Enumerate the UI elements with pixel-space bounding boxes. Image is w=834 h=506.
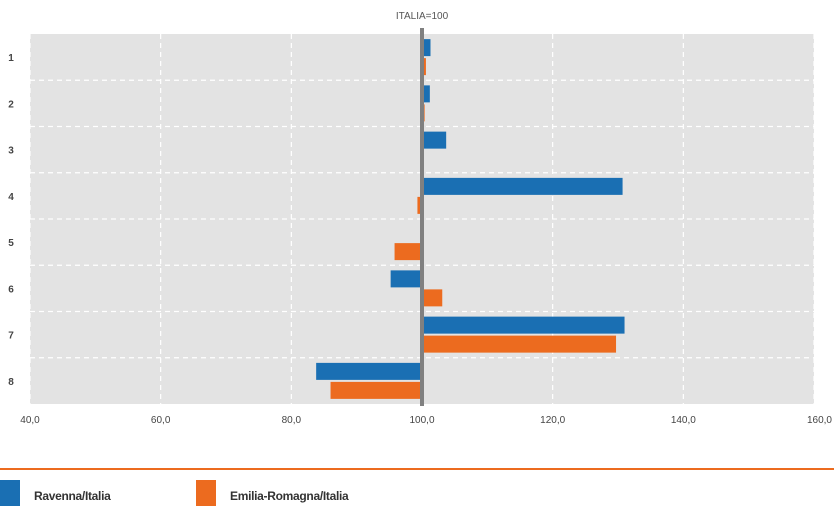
x-tick-label: 140,0 [671,415,696,426]
bar-ravenna-6 [390,270,422,288]
category-label: 6 [8,284,14,295]
bar-ravenna-7 [422,316,625,334]
bar-chart: ITALIA=100 1 2 3 4 5 6 7 8 40,0 60,0 80,0 100,0 120… [8,11,832,426]
category-label: 3 [8,146,14,157]
bar-emilia-romagna-5 [394,243,422,261]
bar-emilia-romagna-7 [422,335,617,353]
category-label: 5 [8,238,14,249]
bar-emilia-romagna-6 [422,289,443,307]
legend-swatch-emilia-romagna [196,480,216,506]
legend-label-ravenna: Ravenna/Italia [34,489,111,503]
x-tick-label: 60,0 [151,415,171,426]
legend-label-emilia-romagna: Emilia-Romagna/Italia [230,489,349,503]
bars [316,39,625,399]
x-tick-label: 100,0 [409,415,434,426]
bar-emilia-romagna-8 [330,381,422,399]
x-tick-label: 80,0 [282,415,302,426]
x-tick-label: 40,0 [20,415,40,426]
category-label: 4 [8,192,14,203]
x-tick-label: 120,0 [540,415,565,426]
bar-emilia-romagna-4 [417,196,422,214]
category-label: 8 [8,377,14,388]
legend: Ravenna/Italia Emilia-Romagna/Italia [0,480,834,506]
category-label: 7 [8,331,14,342]
legend-item-emilia-romagna: Emilia-Romagna/Italia [196,480,349,506]
bar-ravenna-3 [422,131,447,149]
category-label: 2 [8,99,14,110]
legend-divider [0,468,834,470]
legend-swatch-ravenna [0,480,20,506]
bar-ravenna-8 [316,362,422,380]
category-label: 1 [8,53,14,64]
chart-title: ITALIA=100 [396,11,449,22]
bar-ravenna-2 [422,85,430,103]
legend-item-ravenna: Ravenna/Italia [0,480,111,506]
bar-ravenna-4 [422,177,623,195]
bar-ravenna-1 [422,39,431,57]
x-tick-label: 160,0 [807,415,832,426]
category-labels: 1 2 3 4 5 6 7 8 [8,53,14,388]
x-axis-tick-labels: 40,0 60,0 80,0 100,0 120,0 140,0 160,0 [20,415,832,426]
